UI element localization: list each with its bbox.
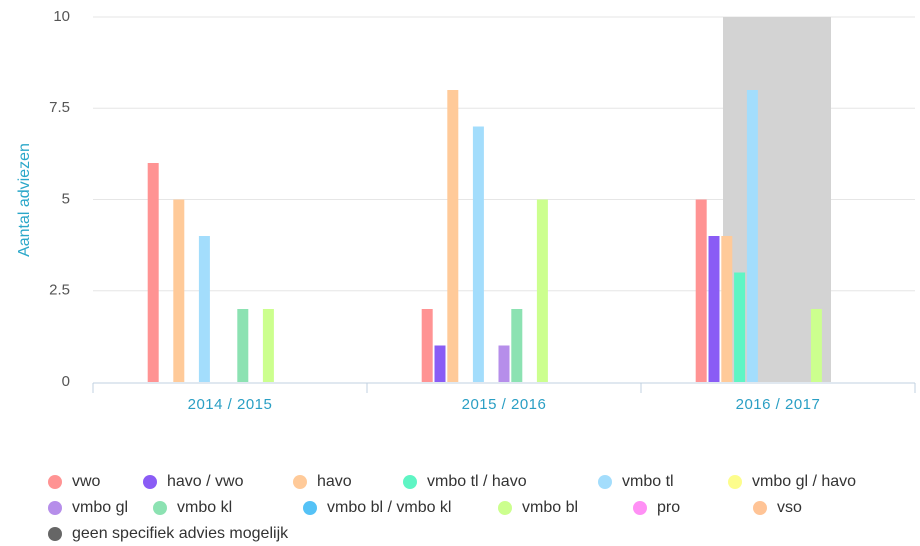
- legend-label: vmbo bl / vmbo kl: [327, 499, 451, 516]
- bar: [721, 236, 733, 382]
- bar: [262, 309, 274, 382]
- bar: [472, 126, 484, 382]
- x-tick-label: 2014 / 2015: [188, 396, 273, 413]
- legend-marker: [153, 501, 167, 515]
- bar: [695, 199, 707, 382]
- bar: [447, 90, 459, 382]
- bar: [746, 90, 758, 382]
- legend-marker: [48, 527, 62, 541]
- legend-label: pro: [657, 499, 680, 516]
- bar: [810, 309, 822, 382]
- bar: [708, 236, 720, 382]
- bar: [511, 309, 523, 382]
- y-tick-label: 7.5: [49, 99, 70, 116]
- y-tick-label: 0: [62, 373, 70, 390]
- x-tick-label: 2015 / 2016: [462, 396, 547, 413]
- legend-marker: [48, 475, 62, 489]
- legend-marker: [403, 475, 417, 489]
- legend-label: vmbo gl: [72, 499, 128, 516]
- legend-marker: [303, 501, 317, 515]
- legend-marker: [633, 501, 647, 515]
- legend-marker: [598, 475, 612, 489]
- bar: [198, 236, 210, 382]
- y-tick-label: 5: [62, 190, 70, 207]
- legend-label: vmbo tl: [622, 473, 674, 490]
- bar: [421, 309, 433, 382]
- legend-label: havo: [317, 473, 352, 490]
- bar: [536, 199, 548, 382]
- legend-marker: [498, 501, 512, 515]
- legend-marker: [753, 501, 767, 515]
- y-axis-title: Aantal adviezen: [16, 143, 33, 257]
- legend-label: vso: [777, 499, 802, 516]
- legend-marker: [293, 475, 307, 489]
- bar: [147, 163, 159, 382]
- legend-label: vmbo gl / havo: [752, 473, 856, 490]
- bar: [237, 309, 249, 382]
- bar: [498, 345, 510, 382]
- legend-marker: [728, 475, 742, 489]
- bar: [734, 272, 746, 382]
- legend-marker: [48, 501, 62, 515]
- y-tick-label: 10: [53, 8, 70, 25]
- bar: [173, 199, 185, 382]
- x-tick-label: 2016 / 2017: [736, 396, 821, 413]
- legend-label: vwo: [72, 473, 101, 490]
- legend-label: vmbo kl: [177, 499, 232, 516]
- legend-label: vmbo tl / havo: [427, 473, 527, 490]
- legend-marker: [143, 475, 157, 489]
- y-tick-label: 2.5: [49, 282, 70, 299]
- legend-label: vmbo bl: [522, 499, 578, 516]
- legend-label: havo / vwo: [167, 473, 244, 490]
- bar: [434, 345, 446, 382]
- legend-label: geen specifiek advies mogelijk: [72, 525, 289, 542]
